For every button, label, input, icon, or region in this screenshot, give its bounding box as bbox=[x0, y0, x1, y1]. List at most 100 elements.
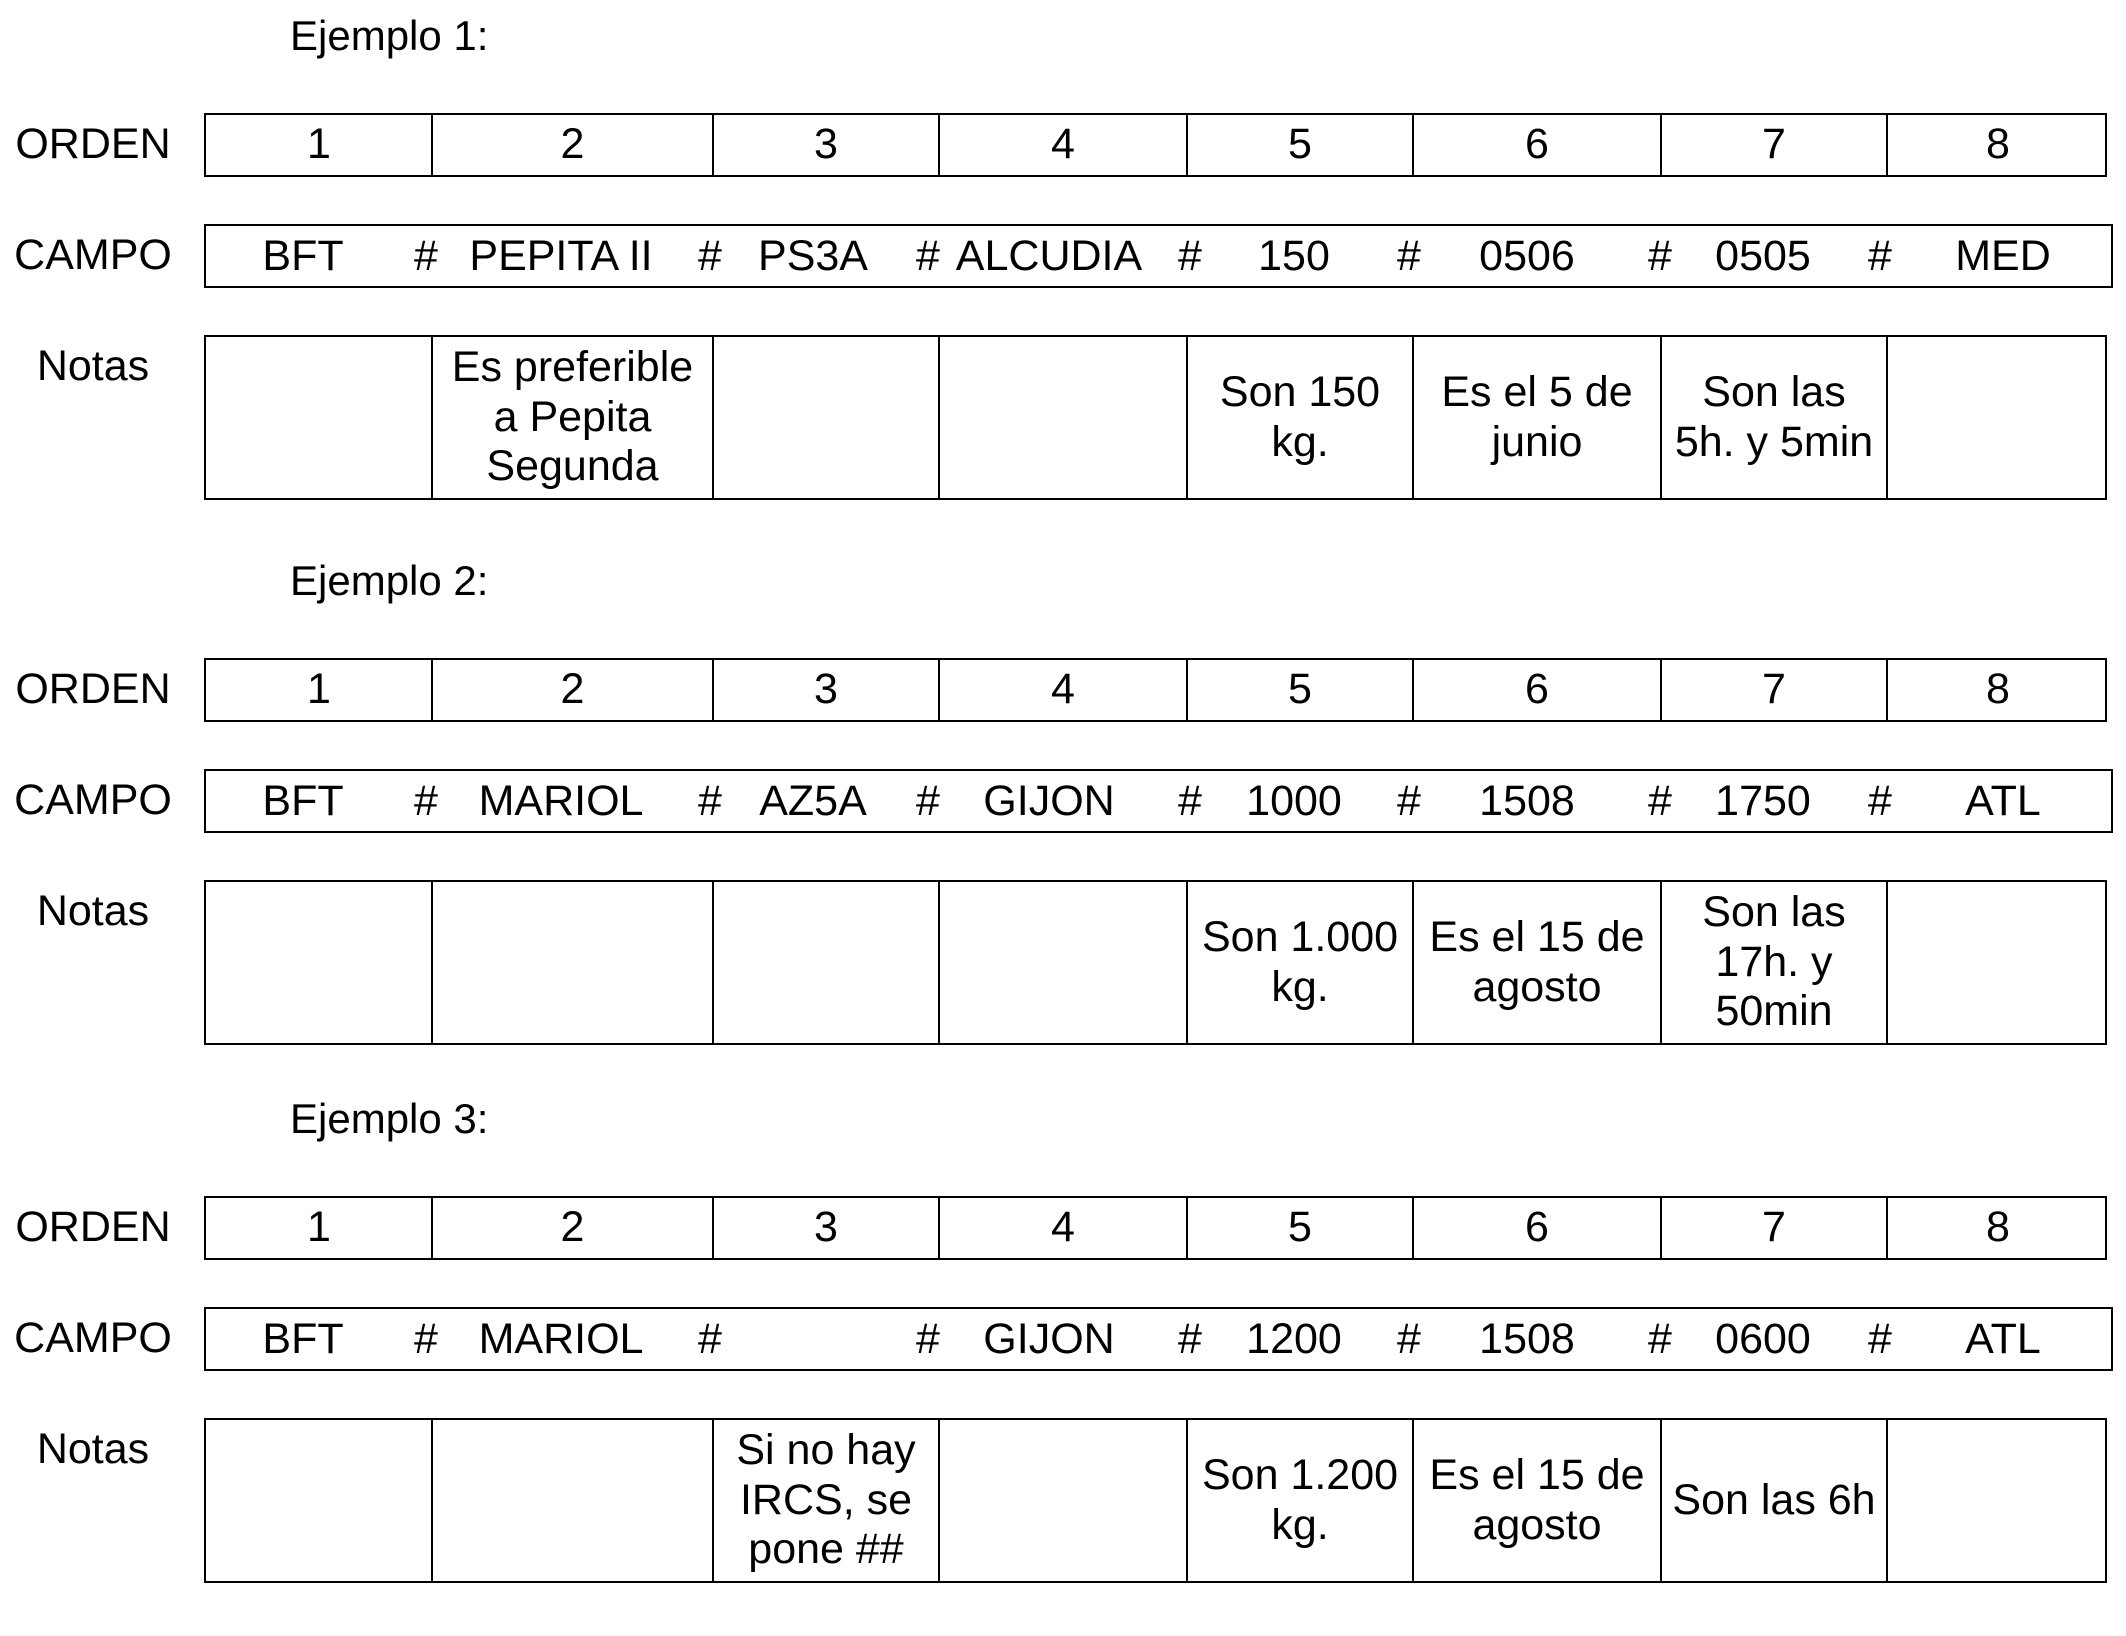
ejemplo-block: Ejemplo 3: ORDEN CAMPO Notas 1 2 3 4 5 6 7 8 BFT # MAR… bbox=[0, 1083, 2126, 1628]
orden-cell: 2 bbox=[431, 115, 712, 175]
notas-row: Son 1.000 kg. Es el 15 de agosto Son las 1… bbox=[204, 880, 2107, 1045]
ejemplo-title: Ejemplo 3: bbox=[290, 1095, 489, 1142]
campo-separator: # bbox=[1648, 1314, 1672, 1363]
notas-row: Si no hay IRCS, se pone ## Son 1.200 kg. E… bbox=[204, 1418, 2107, 1583]
ejemplo-block: Ejemplo 1: ORDEN CAMPO Notas 1 2 3 4 5 6 7 8 BFT # PEP… bbox=[0, 0, 2126, 545]
notas-cell bbox=[431, 1420, 712, 1581]
orden-cell: 4 bbox=[938, 115, 1186, 175]
campo-value: GIJON bbox=[983, 1314, 1115, 1363]
notas-cell bbox=[431, 882, 712, 1043]
campo-value: BFT bbox=[262, 776, 344, 825]
campo-separator: # bbox=[698, 231, 722, 280]
ejemplo-block: Ejemplo 2: ORDEN CAMPO Notas 1 2 3 4 5 6 7 8 BFT # MAR… bbox=[0, 545, 2126, 1090]
campo-value: MED bbox=[1955, 231, 2051, 280]
notas-cell: Son las 5h. y 5min bbox=[1660, 337, 1886, 498]
campo-separator: # bbox=[1397, 231, 1421, 280]
ejemplo-title: Ejemplo 2: bbox=[290, 557, 489, 604]
campo-value: ALCUDIA bbox=[955, 231, 1143, 280]
campo-separator: # bbox=[916, 776, 940, 825]
campo-value: 0505 bbox=[1715, 231, 1811, 280]
campo-value: AZ5A bbox=[759, 776, 867, 825]
notas-cell: Son 1.200 kg. bbox=[1186, 1420, 1412, 1581]
notas-cell: Es preferible a Pepita Segunda bbox=[431, 337, 712, 498]
campo-value: 1750 bbox=[1715, 776, 1811, 825]
orden-cell: 7 bbox=[1660, 660, 1886, 720]
campo-value: 1000 bbox=[1246, 776, 1342, 825]
orden-cell: 8 bbox=[1886, 660, 2108, 720]
campo-separator: # bbox=[1178, 776, 1202, 825]
campo-value: BFT bbox=[262, 1314, 344, 1363]
orden-cell: 7 bbox=[1660, 1198, 1886, 1258]
notas-cell bbox=[1886, 1420, 2108, 1581]
notas-cell: Es el 15 de agosto bbox=[1412, 882, 1660, 1043]
notas-cell: Es el 15 de agosto bbox=[1412, 1420, 1660, 1581]
notas-cell bbox=[938, 882, 1186, 1043]
row-label-orden: ORDEN bbox=[15, 1203, 171, 1251]
orden-cell: 1 bbox=[307, 120, 331, 169]
campo-separator: # bbox=[1178, 1314, 1202, 1363]
notas-cell: Son las 6h bbox=[1660, 1420, 1886, 1581]
campo-separator: # bbox=[1648, 776, 1672, 825]
orden-cell: 6 bbox=[1412, 115, 1660, 175]
orden-cell: 8 bbox=[1886, 115, 2108, 175]
notas-cell bbox=[206, 1420, 432, 1581]
campo-value: 0506 bbox=[1479, 231, 1575, 280]
notas-row: Es preferible a Pepita Segunda Son 150 kg… bbox=[204, 335, 2107, 500]
campo-value: 1508 bbox=[1479, 776, 1575, 825]
orden-cell: 1 bbox=[307, 665, 331, 714]
campo-value: ATL bbox=[1965, 1314, 2041, 1363]
notas-cell: Son las 17h. y 50min bbox=[1660, 882, 1886, 1043]
row-label-notas: Notas bbox=[36, 887, 150, 935]
campo-value: 150 bbox=[1258, 231, 1330, 280]
notas-cell bbox=[938, 1420, 1186, 1581]
orden-cell: 3 bbox=[712, 115, 938, 175]
campo-separator: # bbox=[1178, 231, 1202, 280]
orden-cell: 2 bbox=[431, 660, 712, 720]
orden-cell: 4 bbox=[938, 1198, 1186, 1258]
orden-cell: 6 bbox=[1412, 1198, 1660, 1258]
campo-row: BFT # PEPITA II # PS3A # ALCUDIA #150 #0506 #0505… bbox=[204, 224, 2113, 288]
campo-separator: # bbox=[1648, 231, 1672, 280]
orden-cell: 1 bbox=[307, 1203, 331, 1252]
orden-cell: 3 bbox=[712, 660, 938, 720]
campo-separator: # bbox=[1397, 1314, 1421, 1363]
campo-value: PS3A bbox=[758, 231, 868, 280]
notas-cell bbox=[938, 337, 1186, 498]
notas-cell: Es el 5 de junio bbox=[1412, 337, 1660, 498]
notas-cell: Si no hay IRCS, se pone ## bbox=[712, 1420, 938, 1581]
campo-value: GIJON bbox=[983, 776, 1115, 825]
campo-separator: # bbox=[414, 1314, 438, 1363]
notas-cell: Son 1.000 kg. bbox=[1186, 882, 1412, 1043]
notas-cell bbox=[712, 882, 938, 1043]
orden-cell: 7 bbox=[1660, 115, 1886, 175]
orden-cell: 6 bbox=[1412, 660, 1660, 720]
campo-value: ATL bbox=[1965, 776, 2041, 825]
campo-separator: # bbox=[1397, 776, 1421, 825]
orden-cell: 3 bbox=[712, 1198, 938, 1258]
row-label-orden: ORDEN bbox=[15, 120, 171, 168]
notas-cell bbox=[712, 337, 938, 498]
campo-separator: # bbox=[414, 231, 438, 280]
row-label-campo: CAMPO bbox=[14, 1314, 172, 1362]
campo-row: BFT # MARIOL # # GIJON #1200 #1508 #0600 # ATL bbox=[204, 1307, 2113, 1371]
notas-cell: Son 150 kg. bbox=[1186, 337, 1412, 498]
row-label-campo: CAMPO bbox=[14, 231, 172, 279]
row-label-notas: Notas bbox=[36, 1425, 150, 1473]
orden-cell: 5 bbox=[1186, 660, 1412, 720]
row-label-campo: CAMPO bbox=[14, 776, 172, 824]
ejemplo-title: Ejemplo 1: bbox=[290, 12, 489, 59]
campo-separator: # bbox=[916, 231, 940, 280]
row-label-notas: Notas bbox=[36, 342, 150, 390]
notas-cell bbox=[206, 337, 432, 498]
campo-separator: # bbox=[916, 1314, 940, 1363]
campo-separator: # bbox=[698, 776, 722, 825]
campo-separator: # bbox=[414, 776, 438, 825]
campo-row: BFT # MARIOL # AZ5A # GIJON #1000 #1508 #1750 # ATL bbox=[204, 769, 2113, 833]
campo-separator: # bbox=[1868, 231, 1892, 280]
campo-separator: # bbox=[1868, 1314, 1892, 1363]
notas-cell bbox=[1886, 882, 2108, 1043]
campo-value: MARIOL bbox=[478, 776, 644, 825]
